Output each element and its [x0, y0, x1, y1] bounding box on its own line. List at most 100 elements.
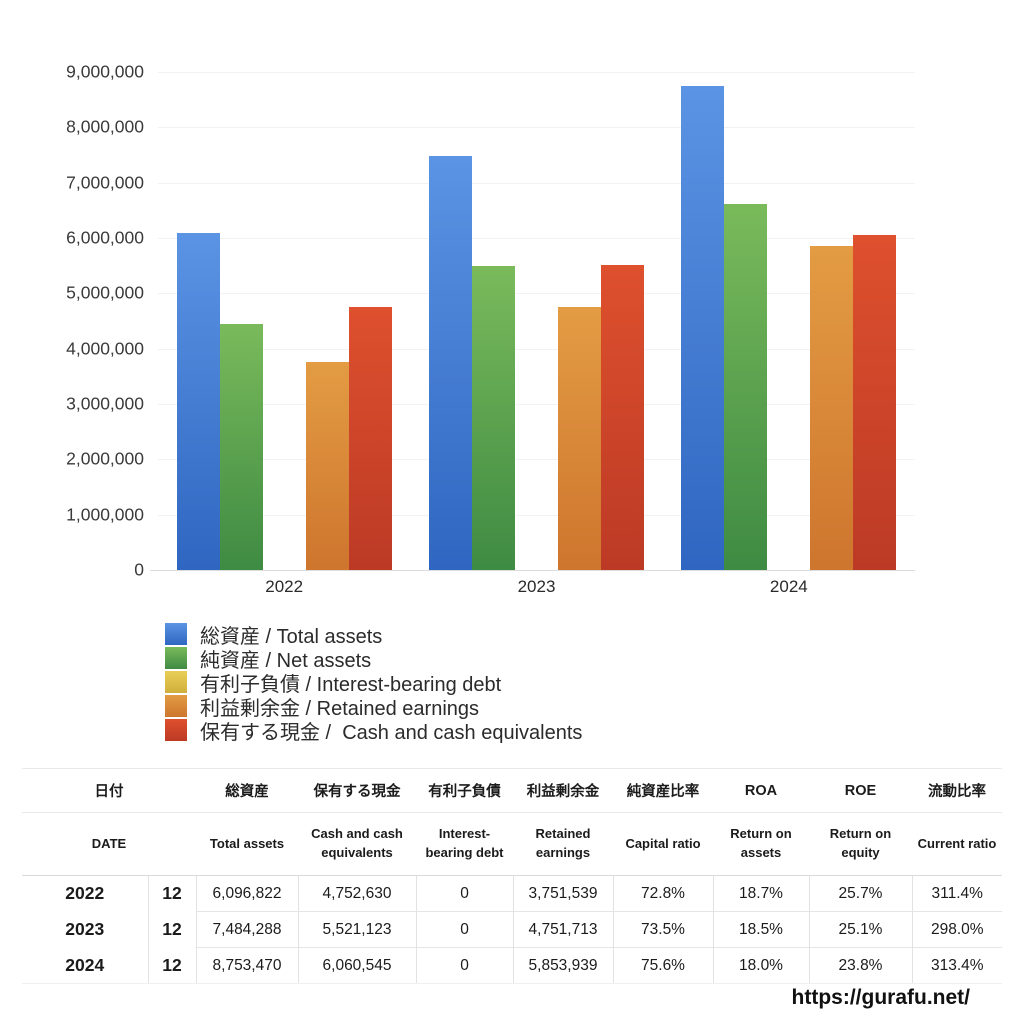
gridline	[158, 404, 915, 405]
table-row: 2023 12 7,484,288 5,521,123 0 4,751,713 73.5% 1…	[22, 911, 1002, 948]
table-cell: 298.0%	[911, 911, 1002, 948]
table-cell: 12	[147, 875, 196, 912]
table-cell: 23.8%	[808, 947, 912, 984]
header-cell: 純資産比率	[613, 768, 713, 813]
legend-item-net-assets: 純資産 / Net assets	[165, 646, 582, 672]
y-axis-labels: 0 1,000,000 2,000,000 3,000,000 4,000,000 5,0…	[0, 62, 148, 580]
gridline	[158, 72, 915, 73]
table-row: 2024 12 8,753,470 6,060,545 0 5,853,939 75.6% 1…	[22, 947, 1002, 984]
gridline	[158, 459, 915, 461]
header-cell: Return on equity	[809, 812, 912, 876]
header-cell: Current ratio	[912, 812, 1002, 876]
y-tick-label: 0	[134, 559, 144, 580]
table-header-row-english: DATE Total assets Cash and cash equivalent…	[22, 812, 1002, 876]
header-cell: Cash and cash equivalents	[298, 812, 416, 876]
header-cell: 流動比率	[912, 768, 1002, 813]
table-cell: 25.7%	[808, 875, 912, 912]
gridline	[158, 238, 915, 239]
legend-item-retained-earnings: 利益剰余金 / Retained earnings	[165, 694, 582, 720]
legend-item-interest-bearing-debt: 有利子負債 / Interest-bearing debt	[165, 670, 582, 696]
legend-item-cash-and-cash-equivalents: 保有する現金 / Cash and cash equivalents	[165, 718, 583, 744]
legend-label: 純資産 / Net assets	[200, 649, 372, 672]
x-tick-label: 2024	[769, 577, 808, 596]
table-cell: 8,753,470	[195, 947, 298, 984]
bar-net-assets-2022	[219, 324, 263, 570]
y-tick-label: 1,000,000	[66, 504, 144, 525]
legend-label: 利益剰余金 / Retained earnings	[200, 697, 480, 720]
table-cell: 6,060,545	[297, 947, 416, 984]
bar-net-assets-2024	[724, 203, 768, 570]
header-cell: Return on assets	[713, 812, 809, 876]
legend-swatch-net-assets	[165, 647, 187, 669]
table-cell: 0	[415, 875, 513, 912]
table-cell: 18.0%	[712, 947, 809, 984]
table-cell: 5,521,123	[297, 911, 416, 948]
bar-total-assets-2022	[176, 232, 220, 570]
bar-retained-earnings-2024	[810, 246, 854, 570]
gridline	[158, 127, 915, 129]
table-cell: 12	[147, 947, 196, 984]
bar-cash-and-cash-equivalents-2023	[600, 264, 644, 570]
table-cell: 72.8%	[612, 875, 713, 912]
y-tick-label: 7,000,000	[66, 172, 144, 193]
site-url: https://gurafu.net/	[791, 986, 970, 1009]
bar-cash-and-cash-equivalents-2024	[853, 234, 897, 570]
table-cell: 4,751,713	[512, 911, 613, 948]
gridline	[158, 182, 915, 184]
table-body: 2022 12 6,096,822 4,752,630 0 3,751,539 72.8% 1…	[22, 875, 1002, 984]
header-cell: ROE	[809, 768, 912, 813]
table-cell: 18.5%	[712, 911, 809, 948]
bar-group-2024	[663, 72, 915, 570]
header-cell: 総資産	[196, 768, 298, 813]
x-tick-label: 2022	[265, 577, 304, 596]
y-tick-label: 5,000,000	[66, 282, 144, 303]
header-cell: Capital ratio	[613, 812, 713, 876]
y-tick-label: 8,000,000	[66, 116, 144, 137]
header-cell: Total assets	[196, 812, 298, 876]
table-row: 2022 12 6,096,822 4,752,630 0 3,751,539 72.8% 1…	[22, 875, 1002, 912]
table-cell: 0	[415, 947, 513, 984]
legend-swatch-interest-bearing-debt	[165, 671, 187, 693]
bar-total-assets-2024	[681, 85, 725, 570]
y-tick-label: 3,000,000	[66, 393, 144, 414]
table-cell: 73.5%	[612, 911, 713, 948]
x-tick-label: 2023	[517, 577, 556, 596]
gridline	[158, 293, 915, 295]
table-cell: 311.4%	[911, 875, 1002, 912]
legend-label: 保有する現金 / Cash and cash equivalents	[200, 721, 583, 744]
bar-retained-earnings-2023	[557, 307, 601, 570]
table-cell: 75.6%	[612, 947, 713, 984]
gridline	[158, 514, 915, 516]
chart-legend: 総資産 / Total assets 純資産 / Net assets 有利子負債 …	[165, 622, 583, 744]
bar-retained-earnings-2022	[305, 362, 349, 570]
y-tick-label: 9,000,000	[66, 61, 144, 82]
table-cell: 6,096,822	[195, 875, 298, 912]
bar-net-assets-2023	[471, 265, 515, 570]
table-cell: 7,484,288	[195, 911, 298, 948]
table-cell: 2023	[65, 919, 105, 939]
y-tick-label: 4,000,000	[66, 338, 144, 359]
table-cell: 12	[147, 911, 196, 948]
bar-group-2022	[158, 72, 410, 570]
bar-cash-and-cash-equivalents-2022	[348, 307, 392, 570]
legend-label: 総資産 / Total assets	[200, 625, 383, 648]
header-cell: ROA	[713, 768, 809, 813]
y-tick-label: 6,000,000	[66, 227, 144, 248]
legend-label: 有利子負債 / Interest-bearing debt	[200, 673, 502, 696]
bar-chart-plot-area	[150, 72, 915, 571]
header-cell: DATE	[22, 812, 196, 876]
y-tick-label: 2,000,000	[66, 448, 144, 469]
bar-group-2023	[410, 72, 662, 570]
table-cell: 4,752,630	[297, 875, 416, 912]
gridline	[158, 348, 915, 350]
table-cell: 25.1%	[808, 911, 912, 948]
header-cell: Interest-bearing debt	[416, 812, 513, 876]
table-cell: 313.4%	[911, 947, 1002, 984]
legend-swatch-retained-earnings	[165, 695, 187, 717]
table-cell: 5,853,939	[512, 947, 613, 984]
x-axis-labels: 2022 2023 2024	[158, 577, 915, 597]
table-cell: 18.7%	[712, 875, 809, 912]
header-cell: 日付	[22, 768, 196, 813]
legend-swatch-cash-and-cash-equivalents	[165, 719, 187, 741]
legend-item-total-assets: 総資産 / Total assets	[165, 622, 582, 648]
